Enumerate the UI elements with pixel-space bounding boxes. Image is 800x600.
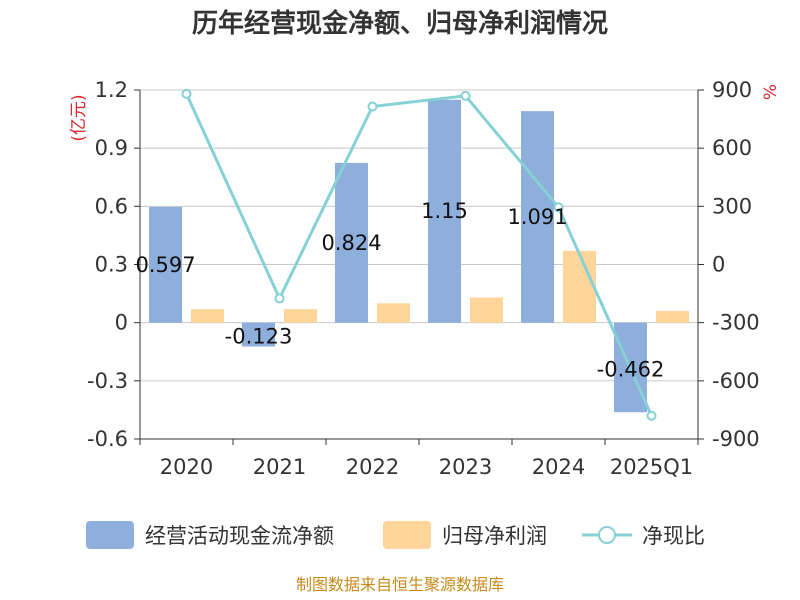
- bar-cashflow: [521, 111, 554, 323]
- bar-netprofit: [191, 309, 224, 323]
- bar-netprofit: [470, 297, 503, 323]
- left-axis-unit: (亿元): [69, 94, 89, 141]
- left-tick-label: -0.3: [87, 369, 128, 393]
- ratio-point: [553, 202, 564, 213]
- data-label-cashflow: 1.091: [507, 205, 567, 229]
- data-labels: 0.597 -0.123 0.824 1.15 1.091 -0.462: [135, 199, 664, 381]
- left-tick-label: 0: [115, 311, 128, 335]
- legend-label-cashflow: 经营活动现金流净额: [145, 524, 334, 548]
- left-tick-label: 0.3: [95, 253, 128, 277]
- bar-cashflow: [428, 99, 461, 323]
- bars: [149, 99, 689, 413]
- right-tick-label: -900: [712, 427, 760, 451]
- right-tick-label: -600: [712, 369, 760, 393]
- left-tick-label: 0.6: [95, 194, 128, 218]
- legend-marker-ratio: [598, 526, 616, 544]
- data-label-cashflow: 0.824: [321, 231, 381, 255]
- x-tick-label: 2020: [160, 455, 213, 479]
- legend-swatch-cashflow: [86, 521, 134, 549]
- bar-netprofit: [377, 303, 410, 323]
- data-label-cashflow: -0.123: [225, 325, 293, 349]
- right-tick-label: 300: [712, 194, 752, 218]
- legend: 经营活动现金流净额 归母净利润 净现比: [86, 521, 705, 549]
- right-tick-label: 600: [712, 136, 752, 160]
- right-tick-label: 0: [712, 253, 725, 277]
- legend-label-ratio: 净现比: [642, 524, 705, 548]
- x-tick-label: 2024: [532, 455, 585, 479]
- legend-swatch-netprofit: [383, 521, 431, 549]
- right-tick-label: -300: [712, 311, 760, 335]
- bar-cashflow: [149, 206, 182, 323]
- right-axis-unit: %: [761, 84, 781, 100]
- ratio-line-path: [185, 93, 653, 417]
- bar-cashflow: [335, 162, 368, 323]
- x-tick-label: 2025Q1: [610, 455, 693, 479]
- legend-label-netprofit: 归母净利润: [442, 524, 547, 548]
- ratio-point: [646, 410, 657, 421]
- data-label-cashflow: -0.462: [597, 357, 665, 381]
- data-source: 制图数据来自恒生聚源数据库: [296, 575, 504, 594]
- left-tick-label: 1.2: [95, 78, 128, 102]
- left-tick-label: -0.6: [87, 427, 128, 451]
- chart-title: 历年经营现金净额、归母净利润情况: [192, 8, 608, 39]
- ratio-point: [181, 88, 192, 99]
- right-tick-label: 900: [712, 78, 752, 102]
- bar-netprofit: [656, 311, 689, 323]
- bar-netprofit: [563, 250, 596, 323]
- x-tick-label: 2022: [346, 455, 399, 479]
- x-tick-label: 2021: [253, 455, 306, 479]
- bar-cashflow: [242, 322, 275, 347]
- x-tick-label: 2023: [439, 455, 492, 479]
- bar-netprofit: [284, 309, 317, 323]
- data-label-cashflow: 1.15: [421, 199, 468, 223]
- axes: 1.2 900 0.9 600 0.6 300 0.3 0 0 -300 -0.3 -600 -0.6 -…: [87, 78, 760, 479]
- ratio-point: [367, 101, 378, 112]
- ratio-point: [274, 293, 285, 304]
- ratio-point: [460, 90, 471, 101]
- left-tick-label: 0.9: [95, 136, 128, 160]
- ratio-line: [181, 88, 657, 421]
- data-label-cashflow: 0.597: [135, 253, 195, 277]
